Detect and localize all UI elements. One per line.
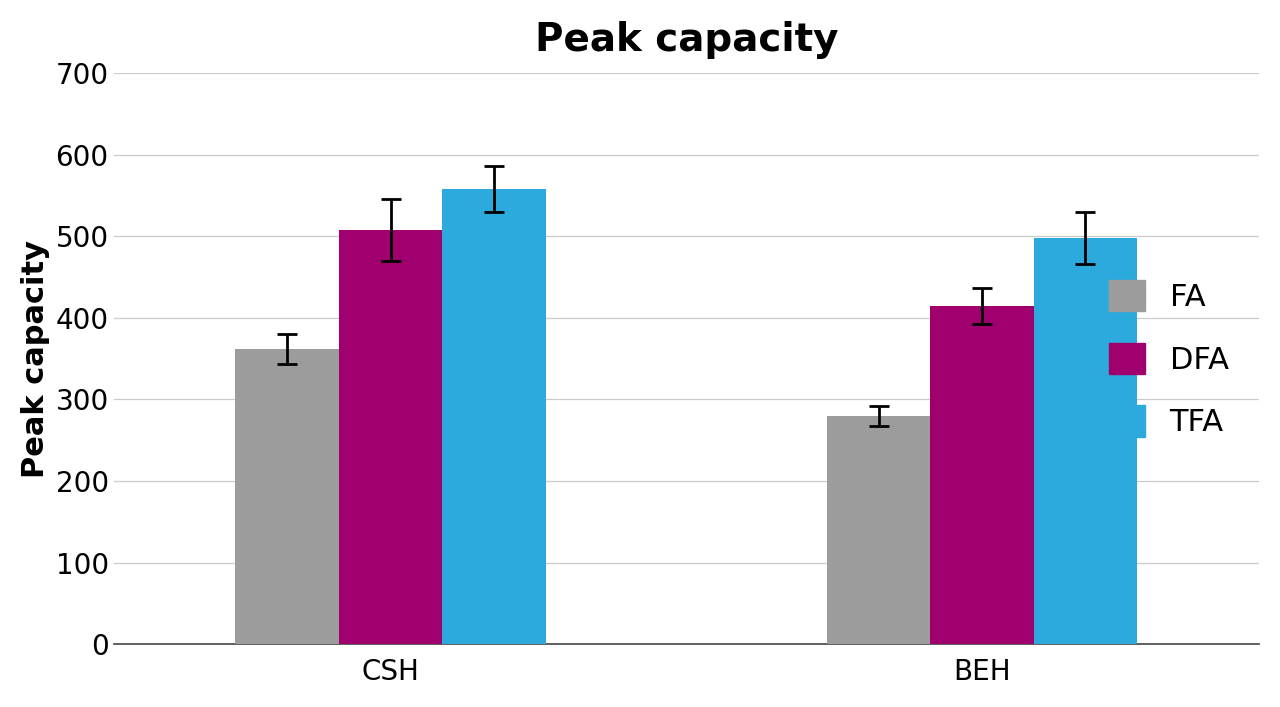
Bar	[931, 305, 1034, 644]
Y-axis label: Peak capacity: Peak capacity	[20, 240, 50, 478]
Bar	[443, 189, 545, 644]
Bar	[1034, 238, 1137, 644]
Bar	[236, 349, 339, 644]
Legend: FA, DFA, TFA: FA, DFA, TFA	[1093, 265, 1244, 452]
Bar	[339, 230, 443, 644]
Bar	[827, 416, 931, 644]
Title: Peak capacity: Peak capacity	[535, 21, 838, 59]
